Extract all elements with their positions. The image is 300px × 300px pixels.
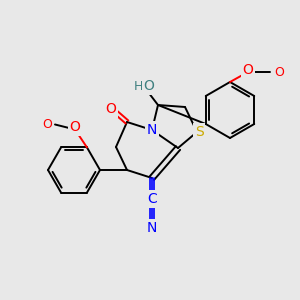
Text: H: H (133, 80, 143, 92)
Text: O: O (274, 65, 284, 79)
Text: S: S (195, 125, 203, 139)
Text: O: O (42, 118, 52, 131)
Text: N: N (147, 221, 157, 235)
Text: O: O (70, 121, 80, 134)
Text: N: N (147, 123, 157, 137)
Text: O: O (106, 102, 116, 116)
Text: C: C (147, 192, 157, 206)
Text: O: O (144, 79, 154, 93)
Text: O: O (243, 63, 254, 77)
